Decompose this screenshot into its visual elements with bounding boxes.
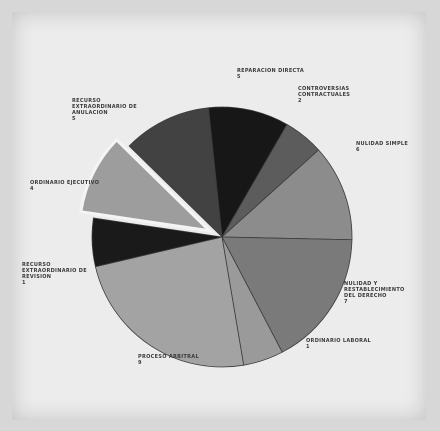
- slice-label-0: Reparacion directa 5: [237, 68, 311, 80]
- slice-label-text: Ordinario ejecutivo: [30, 180, 100, 186]
- slice-value-label: 7: [344, 299, 348, 305]
- slice-value-label: 1: [22, 280, 26, 286]
- slice-value-label: 1: [306, 344, 310, 350]
- slice-label-7: Ordinario ejecutivo 4: [30, 180, 104, 192]
- slice-label-4: Ordinario laboral 1: [306, 338, 380, 350]
- pie-slice-7: [79, 137, 214, 233]
- slice-label-text: Nulidad simple: [356, 141, 409, 147]
- slice-label-3: Nulidad y restablecimiento del derecho 7: [344, 281, 418, 305]
- pie-slice-6: [91, 217, 223, 268]
- pie-slice-0: [207, 106, 288, 239]
- slice-label-2: Nulidad simple 6: [356, 141, 430, 153]
- pie-slice-2: [220, 149, 353, 241]
- pie-slice-8: [128, 107, 223, 239]
- slice-label-text: Reparacion directa: [237, 68, 305, 74]
- slice-value-label: 5: [72, 116, 76, 122]
- slice-value-label: 9: [138, 360, 142, 366]
- slice-label-text: Nulidad y restablecimiento del derecho: [344, 281, 405, 299]
- slice-value-label: 5: [237, 74, 241, 80]
- slice-label-text: Recurso extraordinario de revision: [22, 262, 87, 280]
- slice-label-8: Recurso extraordinario de anulacion 5: [72, 98, 146, 122]
- slice-label-text: Proceso arbitral: [138, 354, 199, 360]
- slice-label-6: Recurso extraordinario de revision 1: [22, 262, 96, 286]
- pie-slice-5: [94, 236, 245, 368]
- slice-label-text: Ordinario laboral: [306, 338, 371, 344]
- slice-label-1: Controversias contractuales 2: [298, 86, 372, 104]
- pie-slice-3: [221, 236, 353, 353]
- slice-value-label: 2: [298, 98, 302, 104]
- slice-value-label: 4: [30, 186, 34, 192]
- slice-label-text: Controversias contractuales: [298, 86, 351, 98]
- slice-value-label: 6: [356, 147, 360, 153]
- slice-label-text: Recurso extraordinario de anulacion: [72, 98, 137, 116]
- slice-label-5: Proceso arbitral 9: [138, 354, 212, 366]
